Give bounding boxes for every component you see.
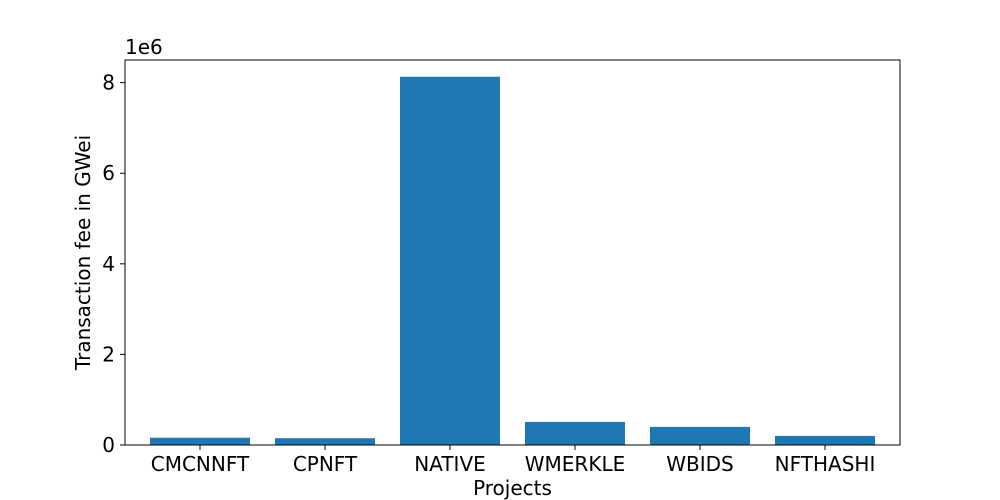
y-tick-label: 6 xyxy=(102,161,115,185)
y-axis-ticks: 0 2 4 6 8 xyxy=(102,71,125,457)
bar-cpnft xyxy=(275,438,375,445)
y-tick-label: 8 xyxy=(102,71,115,95)
y-tick-label: 2 xyxy=(102,342,115,366)
x-tick-label: NATIVE xyxy=(414,452,486,476)
plot-frame xyxy=(124,59,901,446)
y-axis-label: Transaction fee in GWei xyxy=(71,135,95,371)
bar-cmcnnft xyxy=(150,437,250,445)
x-axis-ticks: CMCNNFT CPNFT NATIVE WMERKLE WBIDS NFTHASHI xyxy=(151,445,876,476)
bar-native xyxy=(400,76,500,446)
x-tick-label: CPNFT xyxy=(293,452,358,476)
x-tick-label: NFTHASHI xyxy=(775,452,876,476)
bar-nfthashi xyxy=(775,435,875,445)
x-tick-label: CMCNNFT xyxy=(151,452,250,476)
x-tick-label: WMERKLE xyxy=(525,452,625,476)
bar-wmerkle xyxy=(525,421,625,445)
y-tick-label: 0 xyxy=(102,433,115,457)
bars-group xyxy=(150,76,875,446)
x-axis-label: Projects xyxy=(473,476,552,500)
y-offset-label: 1e6 xyxy=(125,35,163,59)
bar-wbids xyxy=(650,426,750,445)
x-tick-label: WBIDS xyxy=(666,452,734,476)
y-tick-label: 4 xyxy=(102,252,115,276)
